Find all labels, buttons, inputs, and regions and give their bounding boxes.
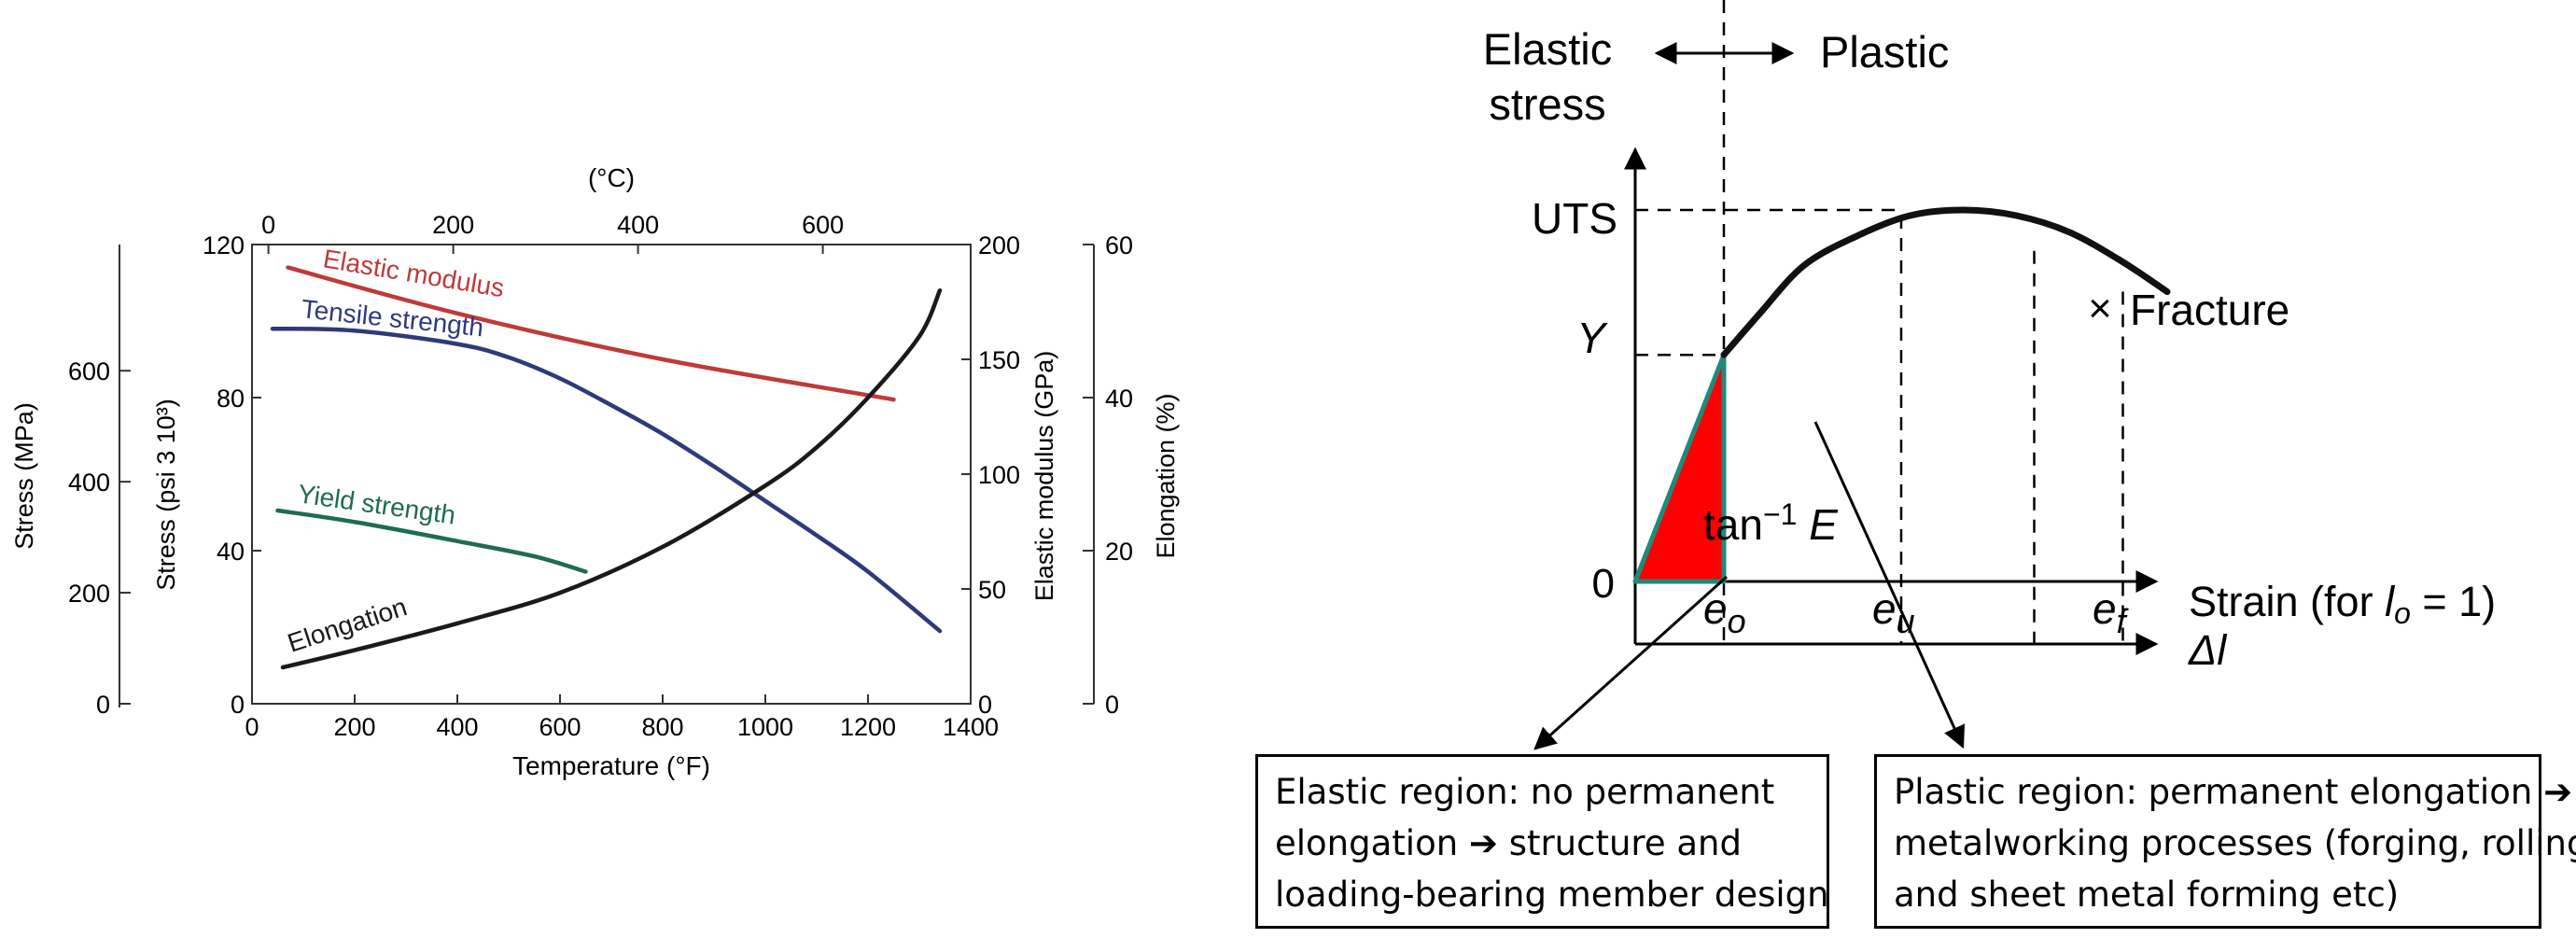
- x-tick-label: 800: [641, 713, 683, 741]
- top-tick-label: 0: [261, 211, 275, 239]
- series-line-elastic-modulus: [286, 265, 896, 402]
- elongation-axis-title: Elongation (%): [1152, 393, 1180, 558]
- gpa-tick-label: 50: [978, 576, 1006, 604]
- mpa-axis-title: Stress (MPa): [10, 402, 38, 550]
- stress-strain-diagram: Elastic stress Plastic UTS Y 0 eo eu ef …: [1483, 0, 2496, 750]
- gpa-tick-label: 100: [978, 461, 1020, 489]
- x-tick-label: 600: [539, 713, 581, 741]
- temperature-properties-chart: Temperature (°F) (°C) Stress (psi 3 10³)…: [10, 163, 1180, 780]
- x-tick-label: 0: [245, 713, 259, 741]
- plastic-callout-line: Plastic region: permanent elongation ➔: [1894, 772, 2573, 812]
- plastic-callout-line: and sheet metal forming etc): [1894, 875, 2400, 915]
- label-elongation: Elongation: [284, 592, 410, 657]
- gpa-axis-title: Elastic modulus (GPa): [1030, 351, 1058, 602]
- plastic-callout-line: metalworking processes (forging, rolling…: [1894, 823, 2576, 863]
- x-tick-label: 1200: [840, 713, 896, 741]
- fracture-label: Fracture: [2130, 286, 2289, 334]
- header-elastic-line2: stress: [1489, 79, 1605, 129]
- tick-zero: 0: [1592, 561, 1615, 607]
- top-axis-title: (°C): [588, 163, 635, 192]
- series-line-yield-strength: [275, 508, 588, 574]
- label-yield-strength: Yield strength: [296, 479, 457, 529]
- tick-uts: UTS: [1532, 194, 1617, 243]
- mpa-tick-label: 200: [68, 580, 110, 608]
- elastic-callout-line: loading-bearing member design: [1275, 875, 1829, 915]
- elongation-tick-label: 0: [1105, 691, 1119, 719]
- plastic-region-callout: Plastic region: permanent elongation ➔ m…: [1874, 754, 2576, 929]
- psi-tick-label: 80: [217, 385, 245, 413]
- elastic-region-callout: Elastic region: no permanent elongation …: [1255, 754, 1829, 929]
- plastic-callout-arrow: [1813, 421, 1965, 749]
- strain-axis-label: Strain (for lo = 1): [2189, 578, 2496, 630]
- stress-strain-marks: [1632, 206, 2171, 644]
- x-tick-label: 200: [333, 713, 375, 741]
- mpa-tick-label: 600: [68, 357, 110, 385]
- psi-axis-title: Stress (psi 3 10³): [152, 399, 180, 591]
- psi-tick-label: 120: [203, 231, 245, 259]
- header-stress-word: stress: [1489, 79, 1605, 129]
- mpa-tick-label: 0: [96, 691, 110, 719]
- x-axis-title: Temperature (°F): [512, 751, 710, 780]
- header-plastic: Plastic: [1820, 27, 1949, 77]
- top-tick-label: 600: [802, 211, 844, 239]
- x-tick-label: 1400: [943, 713, 999, 741]
- label-elastic-modulus: Elastic modulus: [321, 244, 507, 302]
- header-elastic-word: Elastic: [1483, 24, 1612, 74]
- x-tick-label: 400: [436, 713, 478, 741]
- elastic-callout-arrow: [1533, 575, 1729, 750]
- series-line-elongation: [280, 287, 943, 670]
- top-tick-label: 400: [617, 211, 659, 239]
- series-line-tensile-strength: [270, 326, 943, 634]
- psi-tick-label: 40: [217, 538, 245, 566]
- fracture-marker-icon: ×: [2088, 286, 2112, 331]
- elastic-region-triangle: [1632, 352, 1727, 584]
- x-tick-label: 1000: [737, 713, 793, 741]
- elongation-tick-label: 60: [1105, 231, 1133, 259]
- gpa-tick-label: 0: [978, 691, 992, 719]
- elongation-tick-label: 20: [1105, 538, 1133, 566]
- top-tick-label: 200: [432, 211, 474, 239]
- delta-l-label: Δl: [2188, 626, 2228, 674]
- elongation-tick-label: 40: [1105, 385, 1133, 413]
- header-elastic-line1: Elastic: [1483, 24, 1612, 74]
- tick-yield: Y: [1576, 314, 1608, 362]
- elastic-callout-line: Elastic region: no permanent: [1275, 772, 1775, 812]
- gpa-tick-label: 200: [978, 231, 1020, 259]
- slope-label: tan−1 E: [1703, 497, 1839, 549]
- elastic-callout-line: elongation ➔ structure and: [1275, 823, 1742, 863]
- gpa-tick-label: 150: [978, 346, 1020, 374]
- left-chart-series: [270, 265, 943, 670]
- mpa-tick-label: 400: [68, 469, 110, 497]
- stress-strain-curve: [1720, 206, 2171, 358]
- psi-tick-label: 0: [231, 691, 245, 719]
